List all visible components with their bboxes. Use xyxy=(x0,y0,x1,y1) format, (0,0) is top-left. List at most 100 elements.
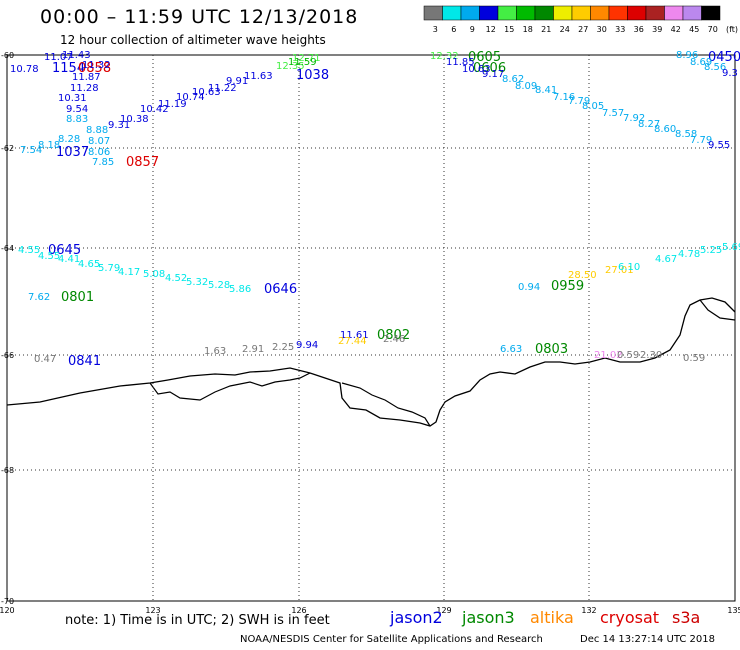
wave-height-value: 4.55 xyxy=(38,251,60,262)
wave-height-value: 27.01 xyxy=(605,265,634,276)
lat-tick-label: -70 xyxy=(1,597,14,606)
wave-height-value: 11.32 xyxy=(82,60,111,71)
wave-height-value: 8.18 xyxy=(38,140,60,151)
wave-height-value: 8.28 xyxy=(58,134,80,145)
wave-height-value: 7.16 xyxy=(553,92,575,103)
wave-height-value: 11.43 xyxy=(62,50,91,61)
wave-height-value: 11.07 xyxy=(44,52,73,63)
wave-height-value: 0.59 xyxy=(617,350,639,361)
wave-height-value: 7.54 xyxy=(20,145,42,156)
pass-time-label: 0801 xyxy=(61,290,94,305)
wave-height-value: 0.47 xyxy=(34,354,56,365)
wave-height-value: 11.19 xyxy=(158,99,187,110)
wave-height-value: 11.59 xyxy=(288,57,317,68)
legend-tick-label: 6 xyxy=(451,25,456,34)
wave-height-value: 7.79 xyxy=(568,96,590,107)
wave-height-value: 8.69 xyxy=(690,57,712,68)
wave-height-value: 4.17 xyxy=(118,267,140,278)
legend-tick-label: 45 xyxy=(689,25,699,34)
pass-time-label: 0802 xyxy=(377,328,410,343)
wave-height-value: 4.41 xyxy=(58,254,80,265)
wave-height-value: 8.09 xyxy=(515,81,537,92)
wave-height-value: 8.62 xyxy=(502,74,524,85)
lat-tick-label: -68 xyxy=(1,466,14,475)
wave-height-value: 12.71 xyxy=(292,53,321,64)
legend-jason2: jason2 xyxy=(390,608,443,627)
legend-jason3: jason3 xyxy=(462,608,515,627)
legend-tick-label: 9 xyxy=(470,25,475,34)
lon-tick-label: 132 xyxy=(581,606,596,615)
legend-tick-label: 33 xyxy=(615,25,625,34)
color-legend: 3 6 9 12 15 18 21 24 27 30 33 36 39 42 45 70 (ft) xyxy=(423,5,738,34)
coastline-peninsula xyxy=(699,299,736,321)
wave-height-value: 12.32 xyxy=(430,51,459,62)
wave-height-value: 2.30 xyxy=(640,350,662,361)
legend-cryosat: cryosat xyxy=(600,608,660,627)
legend-altika: altika xyxy=(530,608,574,627)
pass-time-label: 0450 xyxy=(708,50,740,65)
wave-height-value: 2.25 xyxy=(272,342,294,353)
map-subtitle: 12 hour collection of altimeter wave hei… xyxy=(60,33,326,47)
wave-height-value: 10.31 xyxy=(58,93,87,104)
coastline-bay xyxy=(341,382,431,427)
pass-time-label: 0858 xyxy=(78,61,111,76)
legend-tick-label: 21 xyxy=(541,25,551,34)
wave-height-value: 9.55 xyxy=(708,140,730,151)
wave-height-value: 8.41 xyxy=(535,85,557,96)
legend-tick-label: 42 xyxy=(671,25,681,34)
wave-height-value: 21.02 xyxy=(594,350,623,361)
wave-height-value: 8.07 xyxy=(88,136,110,147)
wave-height-value: 9.54 xyxy=(66,104,88,115)
wave-height-value: 2.91 xyxy=(242,344,264,355)
wave-height-value: 4.55 xyxy=(18,245,40,256)
wave-height-value: 4.78 xyxy=(678,249,700,260)
wave-height-value: 7.62 xyxy=(28,292,50,303)
lon-tick-label: 129 xyxy=(436,606,451,615)
wave-height-value: 9.3 xyxy=(722,68,738,79)
wave-height-value: 8.83 xyxy=(66,114,88,125)
wave-height-value: 0.59 xyxy=(683,353,705,364)
legend-tick-label: 15 xyxy=(504,25,514,34)
wave-height-value: 27.44 xyxy=(338,336,367,347)
wave-height-value: 7.79 xyxy=(690,135,712,146)
map-title: 00:00 – 11:59 UTC 12/13/2018 xyxy=(40,6,359,28)
lon-tick-label: 135 xyxy=(727,606,740,615)
wave-height-value: 5.86 xyxy=(229,284,251,295)
legend-tick-label: 30 xyxy=(597,25,607,34)
legend-tick-label: 12 xyxy=(486,25,496,34)
antarctic-coastline xyxy=(6,297,736,427)
map-frame xyxy=(6,54,736,602)
wave-height-value: 10.42 xyxy=(140,104,169,115)
wave-height-value: 10.63 xyxy=(192,87,221,98)
lon-tick-label: 120 xyxy=(0,606,15,615)
wave-height-value: 4.65 xyxy=(78,259,100,270)
wave-height-value: 8.56 xyxy=(704,62,726,73)
wave-height-value: 11.87 xyxy=(72,72,101,83)
pass-time-label: 0605 xyxy=(468,50,501,65)
wave-height-value: 11.22 xyxy=(208,83,237,94)
wave-height-value: 10.78 xyxy=(10,64,39,75)
wave-height-value: 0.94 xyxy=(518,282,540,293)
coastline-inlet xyxy=(149,372,311,401)
wave-height-value: 9.17 xyxy=(482,69,504,80)
wave-height-value: 8.88 xyxy=(86,125,108,136)
wave-height-value: 8.58 xyxy=(675,129,697,140)
legend-tick-label: 18 xyxy=(523,25,533,34)
wave-height-value: 5.79 xyxy=(98,263,120,274)
generated-timestamp: Dec 14 13:27:14 UTC 2018 xyxy=(580,634,715,645)
wave-height-value: 8.06 xyxy=(88,147,110,158)
legend-unit-label: (ft) xyxy=(726,25,738,34)
wave-height-value: 10.38 xyxy=(120,114,149,125)
lat-tick-label: -62 xyxy=(1,144,14,153)
wave-height-value: 4.67 xyxy=(655,254,677,265)
wave-height-value: 28.50 xyxy=(568,270,597,281)
footer-note: note: 1) Time is in UTC; 2) SWH is in fe… xyxy=(65,613,330,628)
lon-tick-label: 126 xyxy=(291,606,306,615)
pass-time-label: 1037 xyxy=(56,145,89,160)
legend-tick-label: 39 xyxy=(652,25,662,34)
pass-time-label: 0645 xyxy=(48,243,81,258)
legend-tick-label: 3 xyxy=(433,25,438,34)
wave-height-value: 5.08 xyxy=(143,269,165,280)
legend-tick-label: 36 xyxy=(634,25,644,34)
